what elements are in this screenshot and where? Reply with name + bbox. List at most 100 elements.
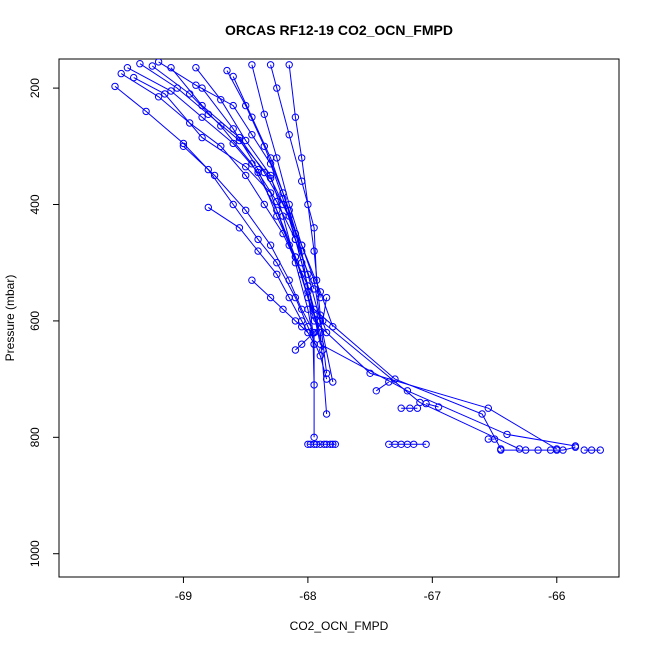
data-point	[186, 119, 194, 127]
data-point	[229, 139, 237, 148]
series-profile	[422, 399, 443, 411]
data-point	[285, 61, 293, 69]
data-point	[285, 241, 293, 249]
x-tick-label: -68	[299, 589, 317, 603]
x-tick-label: -66	[548, 589, 566, 603]
data-point	[304, 288, 312, 296]
data-point	[298, 340, 306, 348]
data-point	[329, 440, 337, 448]
data-point	[123, 64, 132, 72]
series-line	[127, 67, 576, 447]
data-point	[273, 84, 281, 92]
y-tick-label: 600	[28, 311, 42, 331]
data-point	[154, 59, 163, 66]
data-point	[242, 163, 250, 171]
series-line	[251, 279, 309, 333]
data-point	[322, 293, 331, 302]
data-point	[285, 131, 293, 139]
x-tick-label: -67	[424, 589, 442, 603]
data-point	[229, 200, 237, 209]
data-point	[310, 247, 318, 255]
data-point	[273, 206, 281, 215]
series-profile	[397, 404, 422, 412]
data-point	[534, 446, 542, 454]
data-point	[422, 440, 430, 448]
data-point	[179, 142, 188, 151]
data-point	[422, 399, 430, 408]
series-line	[295, 297, 328, 351]
series-profile	[198, 84, 331, 418]
data-point	[254, 247, 262, 255]
data-point	[217, 96, 225, 104]
data-point	[366, 369, 374, 377]
series-line	[251, 64, 334, 383]
data-point	[229, 72, 237, 81]
data-point	[291, 317, 300, 325]
y-tick-label: 800	[28, 427, 42, 447]
data-point	[130, 73, 138, 82]
series-line	[208, 206, 315, 345]
data-point	[198, 133, 206, 142]
data-point	[192, 64, 200, 72]
data-point	[484, 404, 492, 412]
data-point	[298, 247, 306, 255]
y-axis-label: Pressure (mbar)	[3, 275, 17, 362]
series-line	[133, 77, 324, 351]
series-line	[114, 86, 328, 380]
data-point	[266, 171, 275, 180]
data-point	[266, 293, 275, 302]
series-line	[183, 145, 315, 438]
data-point	[266, 61, 275, 69]
data-point	[322, 410, 331, 418]
data-point	[304, 293, 312, 302]
data-point	[248, 113, 256, 121]
series-profile	[130, 73, 327, 354]
plot-frame	[58, 58, 620, 578]
chart-title: ORCAS RF12-19 CO2_OCN_FMPD	[225, 22, 453, 38]
data-point	[285, 293, 293, 302]
data-point	[503, 430, 511, 439]
series-line	[158, 61, 315, 290]
data-point	[254, 235, 262, 244]
y-tick-label: 200	[28, 78, 42, 98]
series-profile	[148, 62, 524, 453]
series-line	[232, 76, 315, 385]
data-point	[266, 154, 275, 162]
data-point	[210, 171, 219, 180]
data-point	[229, 125, 237, 133]
data-point	[291, 113, 300, 121]
data-point	[248, 131, 256, 139]
series-profile	[192, 64, 318, 348]
data-point	[229, 101, 237, 110]
data-point	[235, 133, 244, 142]
data-point	[142, 107, 150, 116]
data-point	[111, 82, 119, 91]
data-point	[559, 446, 567, 454]
data-point	[260, 110, 268, 119]
data-point	[167, 64, 175, 72]
data-point	[148, 62, 157, 70]
data-point	[298, 305, 306, 313]
data-point	[242, 206, 250, 215]
series-profile	[285, 61, 331, 337]
data-point	[587, 446, 596, 454]
series-line	[500, 446, 576, 451]
data-point	[291, 259, 300, 267]
data-point	[403, 387, 412, 395]
x-axis: -69 -68 -67 -66	[175, 577, 566, 603]
data-point	[167, 87, 175, 95]
series-line	[139, 63, 502, 450]
data-point	[580, 446, 588, 454]
data-point	[291, 346, 300, 354]
data-point	[413, 404, 422, 412]
data-point	[136, 60, 144, 68]
data-point	[248, 61, 256, 69]
series-profile	[497, 443, 580, 454]
series-line	[201, 87, 328, 415]
data-point	[434, 403, 443, 411]
data-point	[273, 270, 281, 278]
series-line	[376, 381, 390, 392]
data-point	[497, 446, 505, 454]
